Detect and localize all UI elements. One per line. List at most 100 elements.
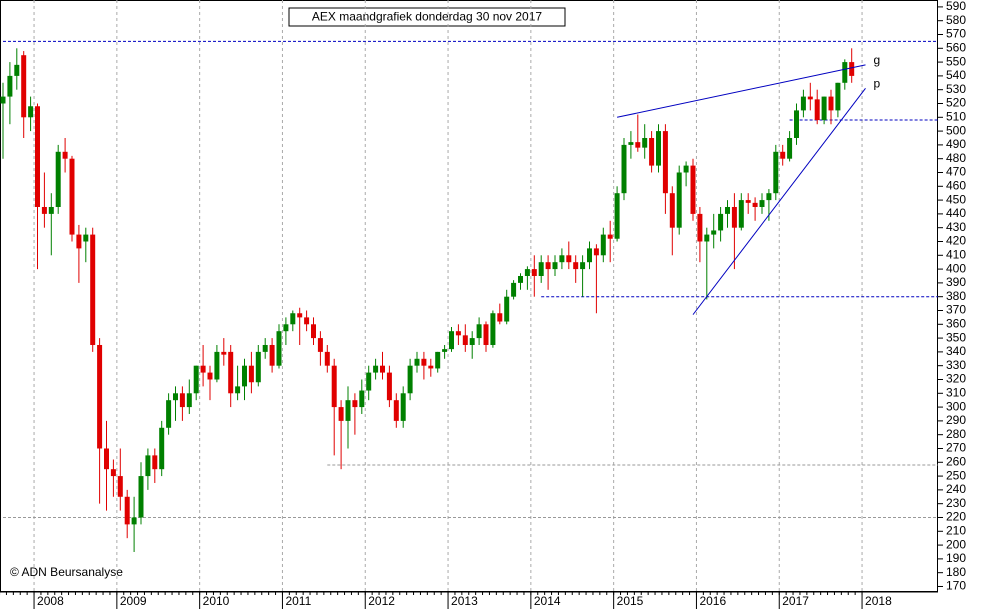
candle-body xyxy=(373,365,379,373)
candle-body xyxy=(662,131,668,194)
y-tick-label: 270 xyxy=(946,441,966,455)
candle-body xyxy=(338,407,344,421)
candle-body xyxy=(704,234,710,242)
candle-body xyxy=(511,282,517,297)
candle-body xyxy=(366,372,372,391)
candle-body xyxy=(242,365,247,387)
candle-body xyxy=(48,206,54,214)
candle-body xyxy=(580,262,586,270)
x-tick-label: 2008 xyxy=(37,594,64,608)
candle-body xyxy=(849,62,855,76)
candle-body xyxy=(531,269,537,276)
candle-body xyxy=(455,331,461,336)
candle-body xyxy=(69,158,75,235)
candle-body xyxy=(807,96,813,100)
candle-body xyxy=(90,234,96,345)
candle-body xyxy=(649,137,655,166)
candle-body xyxy=(104,448,109,470)
candle-body xyxy=(449,331,454,350)
x-tick-label: 2018 xyxy=(865,594,892,608)
y-tick-label: 500 xyxy=(946,123,966,137)
y-tick-label: 210 xyxy=(946,523,966,537)
candle-body xyxy=(725,206,730,214)
candle-body xyxy=(207,372,213,380)
y-tick-label: 190 xyxy=(946,551,966,565)
trendline xyxy=(692,88,866,315)
candle-body xyxy=(262,344,268,352)
x-tick-label: 2015 xyxy=(617,594,644,608)
candle-body xyxy=(235,386,241,394)
candle-body xyxy=(297,313,303,318)
y-tick-label: 510 xyxy=(946,109,966,123)
y-tick-label: 170 xyxy=(946,579,966,593)
candle-body xyxy=(504,296,510,322)
y-tick-label: 350 xyxy=(946,330,966,344)
candle-body xyxy=(545,262,551,270)
y-tick-label: 450 xyxy=(946,192,966,206)
candle-body xyxy=(524,269,530,276)
y-tick-label: 360 xyxy=(946,316,966,330)
y-tick-label: 540 xyxy=(946,68,966,82)
candle-body xyxy=(283,324,289,332)
candle-body xyxy=(76,234,82,249)
candle-body xyxy=(193,365,199,394)
x-tick-label: 2012 xyxy=(368,594,395,608)
candle-body xyxy=(752,202,758,207)
candle-body xyxy=(200,365,206,373)
candle-body xyxy=(738,200,744,228)
y-tick-label: 560 xyxy=(946,40,966,54)
candle-body xyxy=(656,131,661,166)
candle-body xyxy=(380,365,385,373)
candle-body xyxy=(814,99,820,121)
candle-body xyxy=(435,351,441,369)
candle-body xyxy=(497,313,503,322)
x-tick-label: 2016 xyxy=(699,594,726,608)
candle-body xyxy=(587,248,592,263)
candle-body xyxy=(559,255,565,263)
candle-body xyxy=(124,496,130,525)
candle-body xyxy=(62,151,68,159)
candle-body xyxy=(621,144,627,194)
y-tick-label: 490 xyxy=(946,137,966,151)
y-tick-label: 180 xyxy=(946,565,966,579)
y-tick-label: 250 xyxy=(946,468,966,482)
candle-body xyxy=(759,200,765,207)
x-tick-label: 2013 xyxy=(451,594,478,608)
candle-body xyxy=(566,255,572,263)
y-tick-label: 520 xyxy=(946,96,966,110)
candle-body xyxy=(41,206,47,214)
y-tick-label: 340 xyxy=(946,344,966,358)
candle-body xyxy=(635,142,641,148)
candle-body xyxy=(607,234,613,239)
y-tick-label: 530 xyxy=(946,82,966,96)
candle-body xyxy=(352,400,358,408)
candle-body xyxy=(14,64,20,76)
y-tick-label: 550 xyxy=(946,54,966,68)
candle-body xyxy=(697,213,703,242)
candle-body xyxy=(221,351,227,355)
candle-body xyxy=(669,193,675,228)
candle-body xyxy=(476,324,482,339)
candle-body xyxy=(407,365,413,394)
candle-body xyxy=(359,390,365,408)
y-tick-label: 570 xyxy=(946,27,966,41)
chart-title: AEX maandgrafiek donderdag 30 nov 2017 xyxy=(312,10,542,24)
candle-body xyxy=(718,213,724,231)
candle-body xyxy=(152,455,158,470)
candle-body xyxy=(97,344,103,449)
x-tick-label: 2011 xyxy=(285,594,311,608)
y-tick-label: 310 xyxy=(946,385,966,399)
candle-body xyxy=(766,193,772,201)
x-tick-label: 2014 xyxy=(534,594,561,608)
candle-body xyxy=(628,142,634,145)
candle-body xyxy=(117,476,123,497)
candle-body xyxy=(745,200,751,203)
y-tick-label: 380 xyxy=(946,289,966,303)
y-tick-label: 200 xyxy=(946,537,966,551)
candle-body xyxy=(159,427,165,470)
candle-body xyxy=(800,96,806,111)
candle-body xyxy=(214,351,220,380)
candle-body xyxy=(186,393,192,408)
